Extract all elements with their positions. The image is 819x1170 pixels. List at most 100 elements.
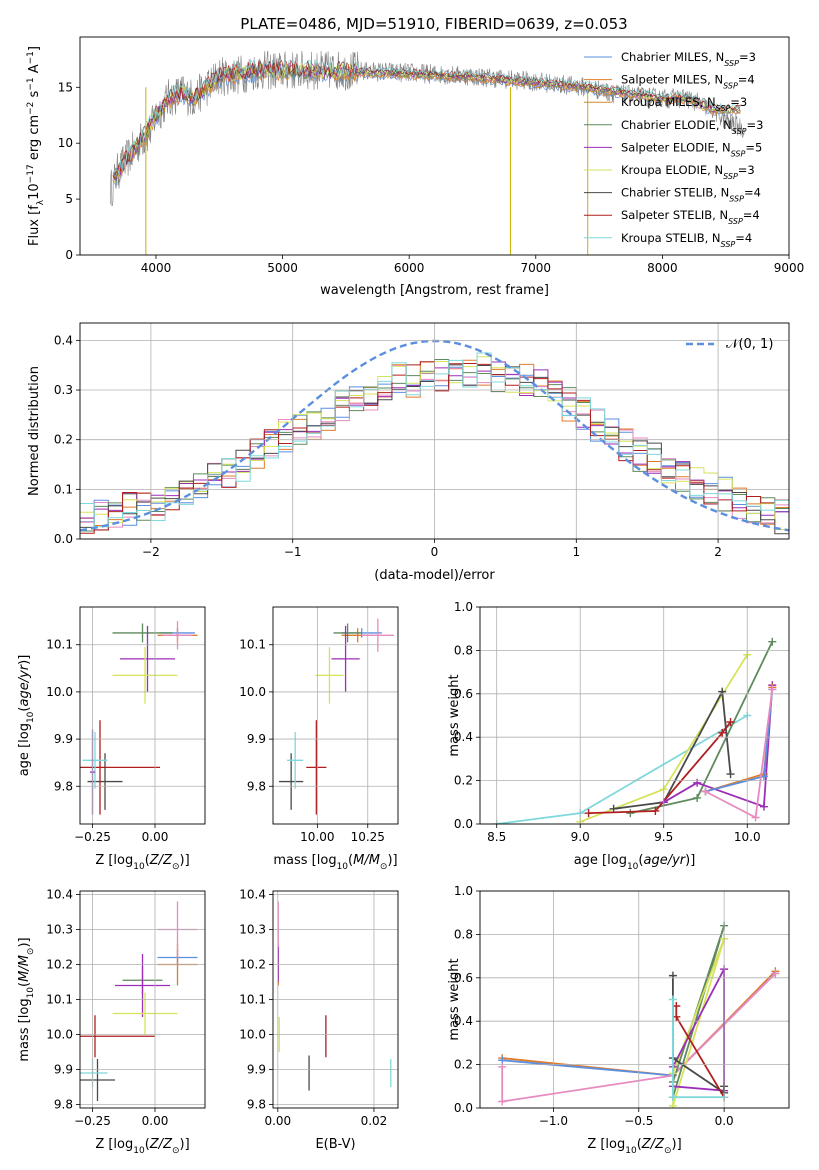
panel-age_vs_mass: 10.00 10.25 9.8 9.9 10.0 10.1 mass [log10(M/M⊙… xyxy=(239,606,399,872)
axes-frame xyxy=(479,890,790,1109)
label-part: mass [log xyxy=(17,998,32,1061)
y-tick-label: 10.1 xyxy=(46,993,73,1007)
y-axis-label: Normed distribution xyxy=(27,366,42,496)
weight-marker xyxy=(651,806,660,815)
y-tick-label: 0.0 xyxy=(54,532,73,546)
y-tick-label: 1.0 xyxy=(454,600,473,614)
label-part: λ xyxy=(36,199,46,205)
x-axis-label: age [log10(age/yr)] xyxy=(574,853,696,872)
weight-line xyxy=(588,721,732,814)
y-axis-label: mass [log10(M/M⊙)] xyxy=(17,937,36,1061)
label-part: )] xyxy=(17,655,32,665)
weight-marker xyxy=(751,813,760,822)
legend-sub: SSP xyxy=(723,81,738,90)
legend-entry: Salpeter STELIB, NSSP=4 xyxy=(621,208,760,226)
weight-marker xyxy=(584,809,593,818)
label-part: Z [log xyxy=(95,1137,133,1152)
x-tick-label: −1 xyxy=(284,545,302,559)
legend-entry: Salpeter ELODIE, NSSP=5 xyxy=(621,140,762,158)
x-axis-label: wavelength [Angstrom, rest frame] xyxy=(320,283,549,298)
label-part: 10 xyxy=(133,1146,145,1156)
axes-frame xyxy=(272,890,399,1109)
y-axis-label: mass weight xyxy=(447,958,462,1040)
weight-marker xyxy=(693,793,702,802)
legend-text: Chabrier MILES, N xyxy=(621,50,724,64)
y-tick-label: 0.6 xyxy=(454,971,473,985)
label-part: )] xyxy=(672,1137,682,1152)
plot-area xyxy=(80,621,198,815)
label-part: 10 xyxy=(625,1146,637,1156)
label-part: ( xyxy=(637,1137,642,1152)
x-axis-label: Z [log10(Z/Z⊙)] xyxy=(95,1137,189,1156)
x-tick-label: 0 xyxy=(431,545,439,559)
legend-entry: Kroupa MILES, NSSP=3 xyxy=(621,95,747,113)
y-tick-label: 5 xyxy=(65,192,73,206)
y-tick-label: 9.8 xyxy=(54,779,73,793)
legend-text: =3 xyxy=(730,95,747,109)
label-part: −17 xyxy=(26,164,36,183)
weight-marker xyxy=(726,718,735,727)
y-tick-label: 9.8 xyxy=(247,1098,266,1112)
y-tick-label: 0.6 xyxy=(454,687,473,701)
y-tick-label: 10.3 xyxy=(239,923,266,937)
y-tick-label: 0.4 xyxy=(454,730,473,744)
panel-spectrum: 4000 5000 6000 7000 8000 9000 0 5 10 15 Chabrier M… xyxy=(26,36,804,298)
legend-text: =3 xyxy=(739,50,756,64)
plot-area xyxy=(110,50,745,255)
legend-sub: SSP xyxy=(724,59,739,68)
x-tick-label: −0.25 xyxy=(74,1114,111,1128)
label-part: Z [log xyxy=(587,1137,625,1152)
label-part: ⊙ xyxy=(664,1146,672,1156)
label-part: 10 xyxy=(337,862,349,872)
weight-marker xyxy=(668,995,677,1004)
y-tick-label: 10.2 xyxy=(239,958,266,972)
x-tick-label: 0.00 xyxy=(142,830,169,844)
legend-text: Kroupa ELODIE, N xyxy=(621,163,723,177)
y-tick-label: 0.0 xyxy=(454,1101,473,1115)
axes-frame xyxy=(79,606,206,825)
x-tick-label: −1.0 xyxy=(539,1114,568,1128)
label-part: ] xyxy=(27,46,42,51)
y-tick-label: 10.3 xyxy=(46,923,73,937)
weight-marker xyxy=(626,809,635,818)
label-part: )] xyxy=(685,853,695,868)
y-tick-label: 10.4 xyxy=(239,888,266,902)
label-part: A xyxy=(27,64,42,77)
label-part: 10 xyxy=(26,711,36,723)
weight-marker xyxy=(726,770,735,779)
weight-marker xyxy=(718,728,727,737)
weight-marker xyxy=(771,969,780,978)
legend-sub: SSP xyxy=(721,239,736,248)
label-part: ( xyxy=(638,853,643,868)
plot-area xyxy=(279,618,394,815)
axes-frame xyxy=(272,606,399,825)
label-part: Z/Z xyxy=(641,1137,665,1152)
label-part: mass [log xyxy=(273,853,336,868)
y-tick-label: 0.4 xyxy=(54,333,73,347)
label-part: ( xyxy=(17,707,32,712)
y-tick-label: 0.4 xyxy=(454,1014,473,1028)
weight-marker xyxy=(668,1101,677,1108)
y-tick-label: 9.9 xyxy=(247,732,266,746)
legend-entry: Chabrier MILES, NSSP=3 xyxy=(621,50,756,68)
panel-residuals: −2 −1 0 1 2 0.0 0.1 0.2 0.3 0.4 𝒩(0, 1) (data-model… xyxy=(27,322,790,583)
legend-sub: SSP xyxy=(731,149,746,158)
label-part: ( xyxy=(145,1137,150,1152)
y-tick-label: 10.4 xyxy=(46,888,73,902)
legend-entry: Salpeter MILES, NSSP=4 xyxy=(621,73,755,91)
label-part: age [log xyxy=(17,723,32,776)
legend-text: Salpeter STELIB, N xyxy=(621,208,728,222)
label-part: ⊙ xyxy=(380,862,388,872)
y-tick-label: 0 xyxy=(65,248,73,262)
label-part: Flux [f xyxy=(27,205,42,246)
y-tick-label: 0.2 xyxy=(454,1058,473,1072)
weight-marker xyxy=(768,685,777,694)
x-axis-label: Z [log10(Z/Z⊙)] xyxy=(95,853,189,872)
legend-text: =4 xyxy=(744,186,761,200)
legend-entry: Chabrier STELIB, NSSP=4 xyxy=(621,186,761,204)
label-part: ( xyxy=(348,853,353,868)
label-part: s xyxy=(27,90,42,101)
label-part: Z/Z xyxy=(149,1137,173,1152)
model-line-kroupa-stelib xyxy=(112,58,741,175)
